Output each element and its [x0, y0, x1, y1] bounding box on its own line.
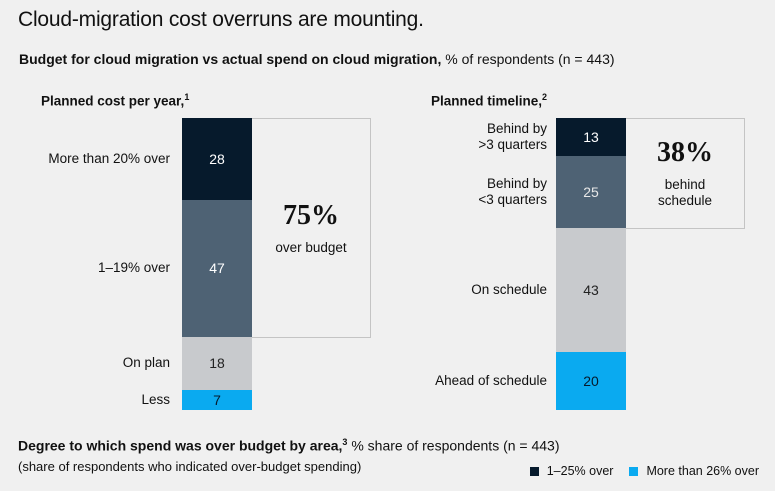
category-label-line: Behind by	[486, 120, 547, 136]
callout-value: 75%	[283, 199, 339, 231]
category-label-line: Behind by	[486, 175, 547, 191]
bar-segment-behind-by-3-quarters: 13	[556, 118, 626, 156]
category-label-behind-by-3-quarters: Behind by <3 quarters	[478, 176, 547, 208]
chart-timeline-footnote: 2	[542, 92, 548, 102]
chart-timeline-title-text: Planned timeline,	[431, 93, 543, 109]
footer-title-rest: % share of respondents (n = 443)	[347, 437, 560, 454]
callout-label-line: behind	[664, 176, 706, 192]
callout-label: over budget	[252, 240, 370, 256]
category-label-line: <3 quarters	[478, 191, 547, 207]
category-label-on-schedule: On schedule	[471, 282, 547, 298]
legend: 1–25% over More than 26% over	[514, 464, 759, 478]
chart-cost-footnote: 1	[184, 92, 190, 102]
chart-cost-title-text: Planned cost per year,	[41, 93, 185, 109]
bar-segment-more-than-20-over: 28	[182, 118, 252, 200]
category-label-line: 1–19% over	[97, 260, 170, 276]
footer-title: Degree to which spend was over budget by…	[18, 437, 560, 454]
category-label-line: Less	[141, 391, 170, 407]
callout-label-line: schedule	[657, 192, 713, 208]
data-label: 20	[583, 373, 599, 390]
category-label-line: >3 quarters	[478, 136, 547, 152]
data-label: 43	[583, 282, 599, 299]
category-label-line: Ahead of schedule	[435, 373, 547, 389]
callout-value: 38%	[657, 136, 713, 168]
legend-item-more-than-26-over: More than 26% over	[629, 464, 759, 478]
callout-label-line: over budget	[275, 239, 347, 255]
category-label-line: On plan	[122, 355, 170, 371]
category-label-line: On schedule	[471, 282, 547, 298]
category-label-less: Less	[141, 392, 170, 408]
category-label-behind-by-3-quarters: Behind by >3 quarters	[478, 121, 547, 153]
category-label-on-plan: On plan	[123, 355, 170, 371]
bar-segment-on-schedule: 43	[556, 227, 626, 353]
chart-timeline-title: Planned timeline,2	[431, 92, 547, 109]
data-label: 7	[213, 391, 221, 408]
data-label: 13	[583, 128, 599, 145]
bar-segment-ahead-of-schedule: 20	[556, 352, 626, 410]
legend-label: 1–25% over	[546, 464, 614, 478]
bar-segment-less: 7	[182, 389, 252, 410]
data-label: 25	[583, 183, 599, 200]
data-label: 28	[209, 150, 225, 167]
category-label-more-than-20-over: More than 20% over	[48, 151, 170, 167]
subtitle-rest: % of respondents (n = 443)	[441, 51, 615, 67]
legend-swatch-cyan	[629, 466, 639, 476]
callout-box	[252, 118, 371, 338]
data-label: 18	[209, 355, 225, 372]
footer-note: (share of respondents who indicated over…	[18, 459, 362, 474]
subtitle-bold: Budget for cloud migration vs actual spe…	[19, 51, 442, 67]
chart-cost-title: Planned cost per year,1	[41, 92, 189, 109]
category-label-1-19-over: 1–19% over	[98, 260, 170, 276]
bar-segment-on-plan: 18	[182, 337, 252, 390]
legend-label: More than 26% over	[646, 464, 759, 478]
legend-swatch-navy	[529, 466, 539, 476]
bar-segment-1-19-over: 47	[182, 199, 252, 337]
data-label: 47	[209, 260, 225, 277]
legend-item-1-25-over: 1–25% over	[529, 464, 614, 478]
footer-footnote: 3	[342, 437, 348, 447]
callout-label: behind schedule	[626, 177, 744, 209]
callout-box	[626, 118, 745, 229]
subtitle: Budget for cloud migration vs actual spe…	[19, 51, 615, 67]
category-label-ahead-of-schedule: Ahead of schedule	[435, 373, 547, 389]
category-label-line: More than 20% over	[48, 150, 170, 166]
headline: Cloud-migration cost overruns are mounti…	[18, 8, 424, 31]
footer-title-bold: Degree to which spend was over budget by…	[18, 437, 343, 454]
bar-segment-behind-by-3-quarters: 25	[556, 155, 626, 228]
